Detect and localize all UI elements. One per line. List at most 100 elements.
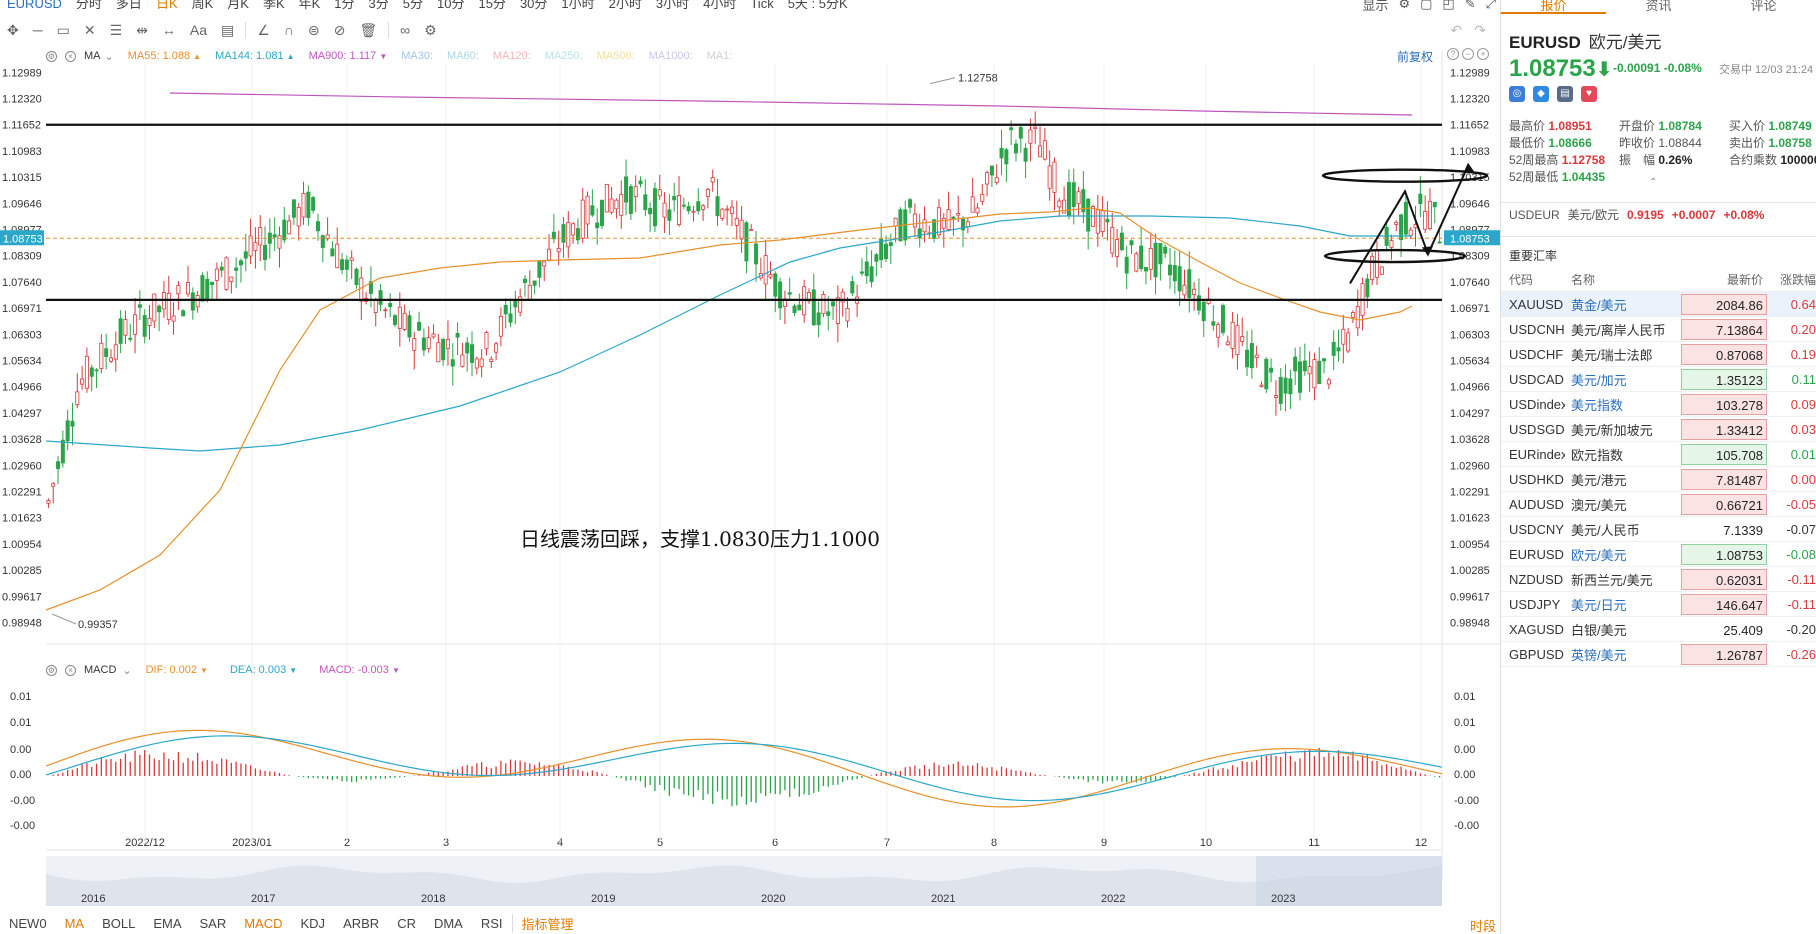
crosshair-icon[interactable]: ✥ <box>7 22 19 38</box>
indicator-tab[interactable]: DMA <box>433 915 463 931</box>
pen-tool-icon[interactable]: ∠ <box>257 22 270 38</box>
layout-icon[interactable]: ▢ <box>1420 0 1433 11</box>
macd-item[interactable]: MACD: -0.003 ▼ <box>319 664 400 676</box>
period-tab[interactable]: 月K <box>227 0 249 11</box>
table-row[interactable]: USDCAD 美元/加元 1.35123 0.11 <box>1501 367 1816 392</box>
table-row[interactable]: EURindex 欧元指数 105.708 0.01 <box>1501 442 1816 467</box>
indicator-tab[interactable]: EMA <box>153 915 182 931</box>
rect-tool-icon[interactable]: ▭ <box>56 22 70 38</box>
tab-quote[interactable]: 报价 <box>1501 0 1606 14</box>
table-row[interactable]: XAUUSD 黄金/美元 2084.86 0.64 <box>1501 292 1816 317</box>
period-tab[interactable]: 5天 : 5分K <box>787 0 848 11</box>
display-menu[interactable]: 显示 <box>1362 0 1389 13</box>
indicator-tab[interactable]: SAR <box>199 915 227 931</box>
ma-item[interactable]: MA500: <box>597 50 635 62</box>
period-tab[interactable]: 1小时 <box>561 0 595 11</box>
timeline-window[interactable] <box>1256 856 1442 906</box>
ma-item[interactable]: MA30: <box>401 50 433 62</box>
session-button[interactable]: 时段 <box>1470 919 1497 934</box>
close-icon[interactable]: × <box>65 664 76 676</box>
ma-item[interactable]: MA900: 1.117 ▼ <box>309 50 388 62</box>
gear-icon[interactable]: ⚙ <box>424 22 437 38</box>
macd-item[interactable]: DIF: 0.002 ▼ <box>146 664 208 676</box>
adjust-toggle[interactable]: 前复权 <box>1397 50 1434 64</box>
col-header[interactable]: 代码 <box>1509 273 1534 287</box>
macd-label[interactable]: MACD <box>84 664 117 676</box>
period-tab[interactable]: 5分 <box>402 0 423 11</box>
period-tab[interactable]: 分时 <box>75 0 102 11</box>
col-header[interactable]: 名称 <box>1571 273 1596 287</box>
comment-tool-icon[interactable]: ▤ <box>221 22 235 38</box>
period-tab[interactable]: Tick <box>750 0 774 11</box>
undo-icon[interactable]: ↶ <box>1450 21 1463 38</box>
period-tab[interactable]: 3小时 <box>655 0 690 11</box>
table-row[interactable]: USDindex 美元指数 103.278 0.09 <box>1501 392 1816 417</box>
ma-label[interactable]: MA <box>84 50 101 62</box>
table-row[interactable]: USDHKD 美元/港元 7.81487 0.00 <box>1501 467 1816 492</box>
note-icon[interactable]: ▤ <box>1557 86 1573 102</box>
table-row[interactable]: USDSGD 美元/新加坡元 1.33412 0.03 <box>1501 417 1816 442</box>
line-tool-icon[interactable]: ─ <box>32 22 43 38</box>
price-chart[interactable]: 1.12989 1.12989 1.12320 1.12320 1.11652 1.116… <box>0 0 1500 912</box>
table-row[interactable]: EURUSD 欧元/美元 1.08753 -0.08 <box>1501 542 1816 567</box>
ma-item[interactable]: MA55: 1.088 ▲ <box>128 50 201 62</box>
col-header[interactable]: 涨跌幅 <box>1779 273 1816 287</box>
measure-tool-icon[interactable]: ⇹ <box>136 22 148 38</box>
ma-item[interactable]: MA144: 1.081 ▲ <box>215 50 294 62</box>
settings-icon[interactable]: ⚙ <box>46 664 57 676</box>
symbol-label[interactable]: EURUSD <box>7 0 62 11</box>
period-tab[interactable]: 日K <box>155 0 178 11</box>
period-tab[interactable]: 1分 <box>334 0 355 11</box>
table-row[interactable]: XAGUSD 白银/美元 25.409 -0.20 <box>1501 617 1816 642</box>
table-row[interactable]: NZDUSD 新西兰元/美元 0.62031 -0.11 <box>1501 567 1816 592</box>
period-tab[interactable]: 年K <box>298 0 321 11</box>
table-row[interactable]: USDCNY 美元/人民币 7.1339 -0.07 <box>1501 517 1816 542</box>
fib-tool-icon[interactable]: ☰ <box>109 22 123 38</box>
indicator-tab[interactable]: RSI <box>480 915 503 931</box>
related-quote[interactable]: USDEUR 美元/欧元 0.9195 +0.0007 +0.08% <box>1509 206 1772 223</box>
chevron-down-icon[interactable]: ⌄ <box>122 664 132 677</box>
table-row[interactable]: USDCNH 美元/离岸人民币 7.13864 0.20 <box>1501 317 1816 342</box>
trash-icon[interactable]: 🗑 <box>359 22 378 38</box>
draw-icon[interactable]: ✎ <box>1464 0 1476 11</box>
lock-icon[interactable]: ⊜ <box>307 22 320 38</box>
ma-item[interactable]: MA1000: <box>649 50 693 62</box>
fullscreen-icon[interactable]: ⤢ <box>1485 0 1496 11</box>
favorite-icon[interactable]: ♥ <box>1581 86 1597 102</box>
tab-news[interactable]: 资讯 <box>1645 0 1672 13</box>
ma-item[interactable]: MA120: <box>493 50 531 62</box>
period-tab[interactable]: 4小时 <box>703 0 737 11</box>
col-header[interactable]: 最新价 <box>1726 273 1763 287</box>
chevron-down-icon[interactable]: ⌄ <box>104 50 114 63</box>
ma-item[interactable]: MA250: <box>545 50 583 62</box>
link-icon[interactable]: ∞ <box>400 22 411 38</box>
tag-icon[interactable]: ◆ <box>1533 86 1549 102</box>
period-tab[interactable]: 3分 <box>368 0 389 11</box>
pane-help-icon[interactable]: ? <box>1447 48 1459 60</box>
indicator-tab[interactable]: CR <box>397 915 416 931</box>
indicator-tab[interactable]: MA <box>64 915 85 931</box>
table-row[interactable]: GBPUSD 英镑/美元 1.26787 -0.26 <box>1501 642 1816 667</box>
text-tool-icon[interactable]: Aa <box>189 22 208 38</box>
settings-icon[interactable]: ⚙ <box>1398 0 1411 11</box>
macd-item[interactable]: DEA: 0.003 ▼ <box>230 664 297 676</box>
table-row[interactable]: USDCHF 美元/瑞士法郎 0.87068 0.19 <box>1501 342 1816 367</box>
pane-minimize-icon[interactable]: − <box>1462 48 1474 60</box>
arrow-tool-icon[interactable]: ↔ <box>161 22 176 38</box>
ma-item[interactable]: MA60: <box>447 50 479 62</box>
period-tab[interactable]: 30分 <box>519 0 548 11</box>
indicator-tab[interactable]: BOLL <box>102 915 136 931</box>
indicator-manage-button[interactable]: 指标管理 <box>511 913 583 933</box>
indicator-tab[interactable]: ARBR <box>343 915 380 931</box>
cross-tool-icon[interactable]: ✕ <box>83 22 96 38</box>
ma-item[interactable]: MA1: <box>707 50 733 62</box>
settings-icon[interactable]: ⚙ <box>46 50 57 62</box>
period-tab[interactable]: 2小时 <box>608 0 642 11</box>
redo-icon[interactable]: ↷ <box>1474 21 1486 38</box>
hide-icon[interactable]: ⊘ <box>333 22 346 38</box>
period-tab[interactable]: 周K <box>191 0 214 11</box>
pane-add-icon[interactable]: + <box>1477 48 1489 60</box>
period-tab[interactable]: 季K <box>262 0 285 11</box>
close-icon[interactable]: × <box>65 50 76 62</box>
indicator-tab[interactable]: NEW0 <box>9 915 47 931</box>
